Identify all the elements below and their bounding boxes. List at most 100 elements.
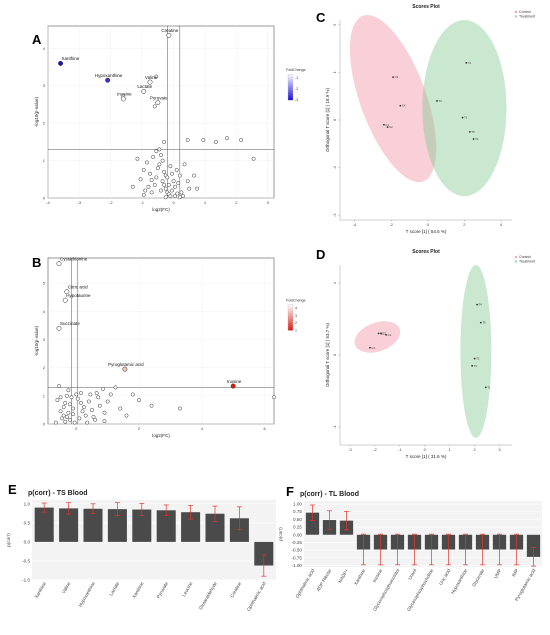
data-point: [137, 398, 141, 403]
data-point: [61, 413, 66, 418]
x-tick-label: 0: [172, 200, 175, 205]
group-ellipse-treatment: [422, 20, 507, 197]
y-tick-label: 2: [43, 365, 46, 370]
data-point: [148, 171, 152, 176]
x-tick-label: 0: [427, 222, 430, 227]
data-point: [118, 406, 123, 411]
volcano-plot-b: 0 2 4 6 0 1 2 3 4 5 Cystathionine Citric acid Hypota…: [34, 256, 306, 438]
y-tick-label: 1.00: [293, 502, 302, 507]
sample-label: C3: [395, 75, 399, 79]
sample-point: [377, 332, 380, 335]
sample-point: [479, 321, 482, 324]
x-tick-label: IMP: [511, 568, 519, 578]
highlighted-point: [64, 289, 70, 295]
y-tick-label: 2: [43, 121, 46, 126]
panel-label-e: E: [8, 482, 17, 497]
x-tick-label: 6: [263, 426, 266, 431]
sample-point: [473, 357, 476, 360]
legend-tick-label: -3: [295, 98, 298, 102]
point-label: Creatine: [161, 28, 179, 33]
data-point: [224, 136, 229, 141]
sample-point: [465, 61, 468, 64]
data-point: [173, 184, 178, 189]
data-point: [173, 194, 178, 199]
data-point: [201, 138, 206, 142]
data-point: [66, 388, 71, 393]
bar: [156, 510, 176, 542]
highlighted-point: [105, 77, 111, 83]
data-point: [63, 419, 68, 424]
group-ellipse-treatment: [460, 265, 492, 438]
data-point: [124, 413, 129, 418]
y-tick-label: 2: [332, 23, 337, 26]
sample-point: [380, 332, 383, 335]
x-tick-label: 1: [449, 447, 452, 452]
data-point: [100, 386, 105, 391]
data-point: [146, 184, 151, 189]
sample-label: C2: [380, 331, 384, 335]
y-tick-label: 3: [43, 337, 46, 342]
data-point: [152, 182, 157, 187]
x-tick-label: 2: [235, 200, 238, 205]
x-tick-label: Valine: [61, 581, 72, 595]
y-tick-label: 1.0: [24, 501, 31, 506]
data-point: [162, 169, 167, 174]
data-point: [239, 138, 243, 142]
y-tick-label: 1: [43, 158, 46, 163]
x-tick-label: 4: [500, 222, 503, 227]
y-tick-label: 0.25: [293, 525, 302, 530]
x-tick-label: -4: [353, 222, 357, 227]
data-point: [162, 139, 167, 144]
data-point: [182, 162, 187, 167]
data-point: [63, 400, 68, 405]
data-point: [272, 395, 276, 400]
data-point: [166, 182, 171, 187]
legend-colorbar: [287, 74, 294, 101]
point-label: Inosine: [117, 92, 132, 97]
data-point: [181, 194, 185, 199]
point-label: Hypoxanthine: [95, 73, 123, 78]
data-point: [163, 186, 168, 191]
data-point: [157, 162, 162, 167]
y-tick-label: 1: [43, 393, 46, 398]
y-axis-label: p(corr): [278, 527, 283, 541]
sample-point: [471, 364, 474, 367]
legend-colorbar: [287, 304, 294, 331]
sample-point: [386, 126, 389, 129]
bar: [132, 509, 152, 542]
data-point: [138, 177, 143, 182]
data-point: [171, 179, 176, 184]
data-point: [61, 405, 66, 410]
y-tick-label: -0.50: [292, 548, 303, 553]
data-point: [113, 385, 118, 390]
sample-label: T4: [468, 61, 472, 65]
point-label: Succinate: [60, 321, 80, 326]
data-point: [149, 403, 154, 408]
data-point: [175, 191, 180, 196]
bar: [59, 508, 79, 542]
bar: [526, 534, 541, 557]
data-point: [157, 147, 162, 152]
sample-point: [476, 303, 479, 306]
chart-title: p(corr) - TS Blood: [28, 490, 88, 497]
highlighted-point: [155, 100, 161, 106]
data-point: [86, 399, 91, 404]
sample-label: T2: [475, 137, 479, 141]
data-point: [177, 406, 182, 411]
y-tick-label: 0.00: [293, 532, 302, 537]
sample-label: C1: [385, 123, 389, 127]
y-axis-label: -log10(p-value): [34, 325, 39, 356]
data-point: [85, 420, 90, 425]
data-point: [88, 392, 93, 397]
y-tick-label: 0: [332, 118, 337, 121]
y-tick-label: 0.5: [24, 520, 31, 525]
sample-label: T3: [438, 99, 442, 103]
point-label: Pyroglutamic acid: [108, 362, 144, 367]
y-tick-label: 1: [332, 281, 337, 284]
sample-point: [461, 116, 464, 119]
sample-point: [484, 386, 487, 389]
highlighted-point: [122, 366, 128, 372]
highlighted-point: [230, 383, 236, 389]
bar: [229, 518, 249, 542]
data-point: [185, 138, 190, 142]
